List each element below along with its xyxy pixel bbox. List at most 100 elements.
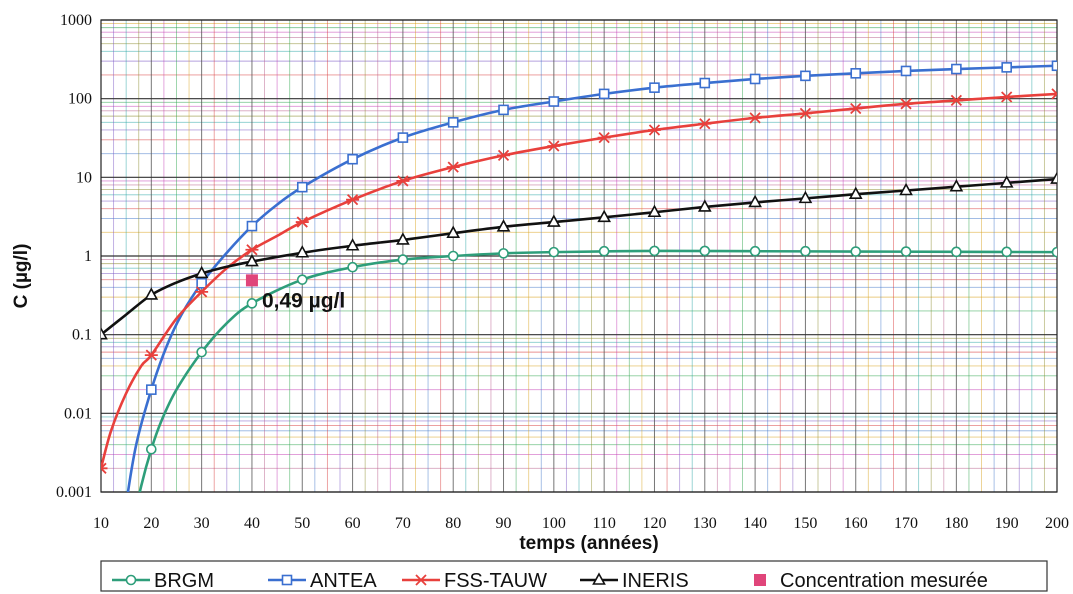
data-point-brgm xyxy=(850,246,862,257)
legend-marker-fss-tauw xyxy=(414,574,428,586)
data-point-antea xyxy=(951,63,962,75)
data-point-antea xyxy=(900,65,912,77)
data-point-brgm xyxy=(649,245,660,257)
legend-marker-antea xyxy=(281,574,293,586)
y-tick-label: 100 xyxy=(68,91,92,108)
data-point-ineris xyxy=(101,327,108,340)
data-point-antea xyxy=(196,277,207,289)
data-point-fss-tauw xyxy=(798,107,812,120)
data-point-fss-tauw xyxy=(899,98,913,110)
data-point-brgm xyxy=(397,254,409,265)
data-point-brgm xyxy=(146,443,157,455)
data-point-antea xyxy=(699,77,711,89)
data-point-fss-tauw xyxy=(1000,91,1014,103)
data-point-ineris xyxy=(949,179,964,192)
data-point-brgm xyxy=(296,274,308,285)
legend-label-antea: ANTEA xyxy=(310,570,377,592)
x-tick-label: 40 xyxy=(244,515,260,532)
x-tick-label: 160 xyxy=(844,515,868,532)
data-point-ineris xyxy=(999,175,1014,188)
legend-label-brgm: BRGM xyxy=(154,570,214,592)
data-point-fss-tauw xyxy=(144,349,158,361)
x-tick-label: 70 xyxy=(395,515,411,532)
data-point-antea xyxy=(397,132,409,143)
legend-label-concentration-mesur-e: Concentration mesurée xyxy=(780,570,988,592)
legend-box xyxy=(100,560,1048,592)
data-point-brgm xyxy=(749,245,761,257)
data-point-ineris xyxy=(848,186,863,200)
legend-marker-concentration-mesur-e xyxy=(754,574,766,586)
legend: BRGM ANTEA FSS-TAUW INERIS Concentration mes… xyxy=(100,560,1048,592)
data-point-ineris xyxy=(446,225,461,238)
data-point-brgm xyxy=(699,245,711,257)
data-point-concentration-mesur-e xyxy=(245,274,258,287)
x-tick-label: 130 xyxy=(693,515,717,532)
series-line-antea xyxy=(126,64,1057,492)
data-point-antea xyxy=(850,68,862,79)
data-point-brgm xyxy=(447,250,459,262)
data-point-brgm xyxy=(1001,246,1012,258)
data-point-fss-tauw xyxy=(346,194,360,206)
legend-marker-ineris xyxy=(592,572,606,585)
measured-concentration-label: 0,49 µg/l xyxy=(262,289,345,312)
data-point-ineris xyxy=(295,245,310,258)
data-point-ineris xyxy=(144,287,159,300)
data-point-brgm xyxy=(548,246,560,258)
x-tick-label: 110 xyxy=(592,515,615,532)
legend-label-fss-tauw: FSS-TAUW xyxy=(444,570,547,592)
data-point-brgm xyxy=(800,245,811,257)
data-point-ineris xyxy=(1050,171,1057,184)
data-point-brgm xyxy=(900,246,912,257)
x-tick-label: 200 xyxy=(1045,515,1069,532)
x-tick-label: 100 xyxy=(542,515,566,532)
data-point-ineris xyxy=(597,209,612,223)
x-tick-label: 120 xyxy=(642,515,666,532)
data-point-antea xyxy=(246,220,258,232)
x-tick-label: 50 xyxy=(294,515,310,532)
data-point-fss-tauw xyxy=(949,94,963,107)
data-point-ineris xyxy=(194,265,209,279)
x-tick-label: 20 xyxy=(143,515,159,532)
data-point-antea xyxy=(498,104,509,116)
legend-label-ineris: INERIS xyxy=(622,570,689,592)
data-point-antea xyxy=(598,88,610,100)
data-point-fss-tauw xyxy=(245,244,259,256)
data-point-ineris xyxy=(697,199,712,212)
data-point-fss-tauw xyxy=(1050,88,1057,100)
x-tick-label: 170 xyxy=(894,515,918,532)
data-point-antea xyxy=(1051,60,1057,72)
data-point-fss-tauw xyxy=(396,175,410,187)
x-tick-label: 60 xyxy=(345,515,361,532)
data-point-fss-tauw xyxy=(547,140,561,152)
data-point-brgm xyxy=(951,246,962,258)
data-point-antea xyxy=(548,96,560,107)
x-tick-label: 180 xyxy=(944,515,968,532)
legend-marker-brgm xyxy=(125,574,137,586)
y-tick-label: 0.1 xyxy=(72,327,92,344)
data-point-brgm xyxy=(1051,246,1057,258)
data-point-antea xyxy=(800,70,811,82)
x-tick-label: 140 xyxy=(743,515,767,532)
data-point-fss-tauw xyxy=(195,286,209,298)
data-point-brgm xyxy=(246,298,258,309)
y-tick-label: 0.001 xyxy=(56,484,92,501)
data-point-ineris xyxy=(647,204,662,218)
data-point-brgm xyxy=(347,261,358,273)
data-point-fss-tauw xyxy=(497,149,511,162)
x-tick-label: 190 xyxy=(995,515,1019,532)
data-point-ineris xyxy=(798,190,813,204)
y-axis-ticks: 0.001 0.01 0.1 1 10 100 1000 xyxy=(56,12,92,501)
data-point-antea xyxy=(146,384,157,395)
data-point-antea xyxy=(296,181,308,193)
series-layer xyxy=(101,60,1057,492)
y-tick-label: 10 xyxy=(76,169,92,186)
data-point-ineris xyxy=(546,214,561,227)
x-tick-label: 10 xyxy=(93,515,109,532)
data-point-ineris xyxy=(245,253,259,267)
y-tick-label: 1 xyxy=(84,248,92,265)
data-point-brgm xyxy=(498,248,509,259)
data-point-brgm xyxy=(196,346,207,358)
data-point-fss-tauw xyxy=(647,124,661,136)
data-point-fss-tauw xyxy=(295,216,309,228)
